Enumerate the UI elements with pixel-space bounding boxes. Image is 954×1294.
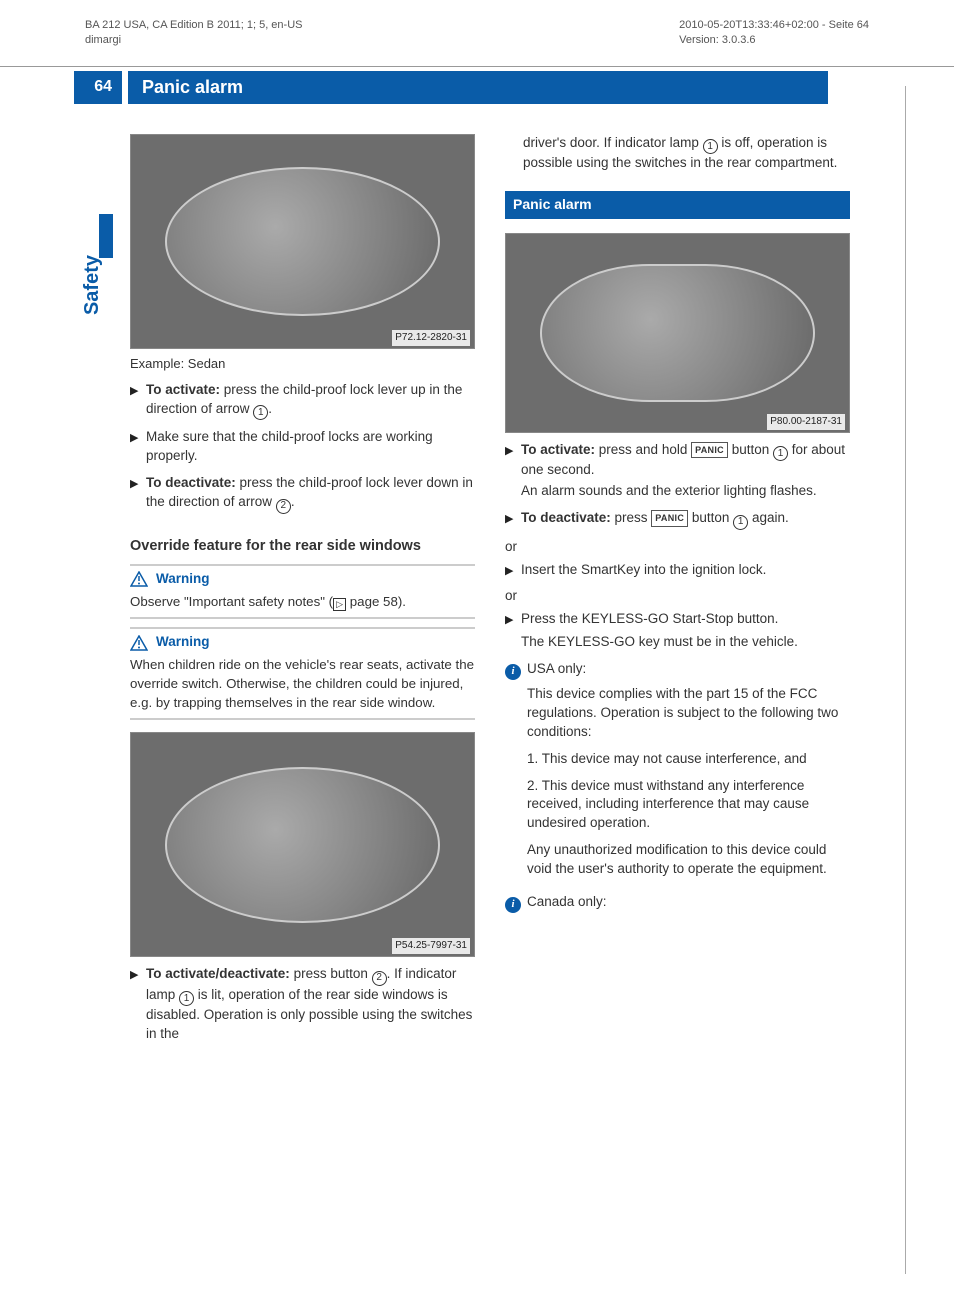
circled-number: 1: [179, 991, 194, 1006]
page-link-icon: ▷: [333, 598, 346, 611]
triangle-icon: ▶: [505, 509, 521, 530]
continuation-text: driver's door. If indicator lamp 1 is of…: [523, 134, 850, 173]
circled-number: 1: [253, 405, 268, 420]
step-item: ▶ Make sure that the child-proof locks a…: [130, 428, 475, 466]
info-icon: i: [505, 897, 521, 913]
step-item: ▶ To deactivate: press PANIC button 1 ag…: [505, 509, 850, 530]
section-heading-panic-alarm: Panic alarm: [505, 191, 850, 219]
step-item: ▶ Insert the SmartKey into the ignition …: [505, 561, 850, 580]
info-icon: i: [505, 664, 521, 680]
warning-icon: [130, 571, 148, 587]
figure-override-switch: P54.25-7997-31: [130, 732, 475, 957]
circled-number: 1: [773, 446, 788, 461]
warning-icon: [130, 635, 148, 651]
step-item: ▶ To activate: press and hold PANIC butt…: [505, 441, 850, 501]
left-column: P72.12-2820-31 Example: Sedan ▶ To activ…: [130, 134, 475, 1052]
circled-number: 2: [276, 499, 291, 514]
page-title-bar: 64 Panic alarm: [0, 71, 954, 104]
side-tab-accent: [99, 214, 113, 258]
meta-right-1: 2010-05-20T13:33:46+02:00 - Seite 64: [679, 18, 869, 33]
triangle-icon: ▶: [505, 610, 521, 652]
warning-title: Warning: [156, 633, 210, 652]
step-item: ▶ To deactivate: press the child-proof l…: [130, 474, 475, 513]
triangle-icon: ▶: [130, 381, 146, 420]
triangle-icon: ▶: [505, 441, 521, 501]
right-column: driver's door. If indicator lamp 1 is of…: [505, 134, 850, 1052]
figure-smartkey: P80.00-2187-31: [505, 233, 850, 433]
figure-caption: Example: Sedan: [130, 355, 475, 373]
warning-title: Warning: [156, 570, 210, 589]
figure-child-lock: P72.12-2820-31: [130, 134, 475, 349]
meta-right-2: Version: 3.0.3.6: [679, 33, 869, 48]
triangle-icon: ▶: [130, 474, 146, 513]
circled-number: 1: [703, 139, 718, 154]
circled-number: 1: [733, 515, 748, 530]
step-item: ▶ Press the KEYLESS-GO Start-Stop button…: [505, 610, 850, 652]
figure-code: P72.12-2820-31: [392, 330, 470, 346]
figure-code: P54.25-7997-31: [392, 938, 470, 954]
right-margin-rule: [905, 86, 906, 1274]
top-rule: [0, 66, 954, 67]
subheading-override: Override feature for the rear side windo…: [130, 536, 475, 556]
step-item: ▶ To activate/deactivate: press button 2…: [130, 965, 475, 1044]
figure-code: P80.00-2187-31: [767, 414, 845, 430]
meta-left-1: BA 212 USA, CA Edition B 2011; 1; 5, en-…: [85, 18, 302, 33]
or-separator: or: [505, 538, 850, 557]
step-item: ▶ To activate: press the child-proof loc…: [130, 381, 475, 420]
warning-box: Warning Observe "Important safety notes"…: [130, 564, 475, 620]
or-separator: or: [505, 587, 850, 606]
panic-keycap: PANIC: [651, 510, 688, 527]
info-note-usa: i USA only: This device complies with th…: [505, 660, 850, 887]
triangle-icon: ▶: [505, 561, 521, 580]
header-meta: BA 212 USA, CA Edition B 2011; 1; 5, en-…: [0, 0, 954, 58]
triangle-icon: ▶: [130, 428, 146, 466]
panic-keycap: PANIC: [691, 442, 728, 459]
meta-left-2: dimargi: [85, 33, 302, 48]
circled-number: 2: [372, 971, 387, 986]
warning-box: Warning When children ride on the vehicl…: [130, 627, 475, 720]
page-title: Panic alarm: [128, 71, 828, 104]
triangle-icon: ▶: [130, 965, 146, 1044]
page-number: 64: [74, 71, 122, 104]
side-tab-label: Safety: [78, 255, 106, 315]
info-note-canada: i Canada only:: [505, 893, 850, 913]
